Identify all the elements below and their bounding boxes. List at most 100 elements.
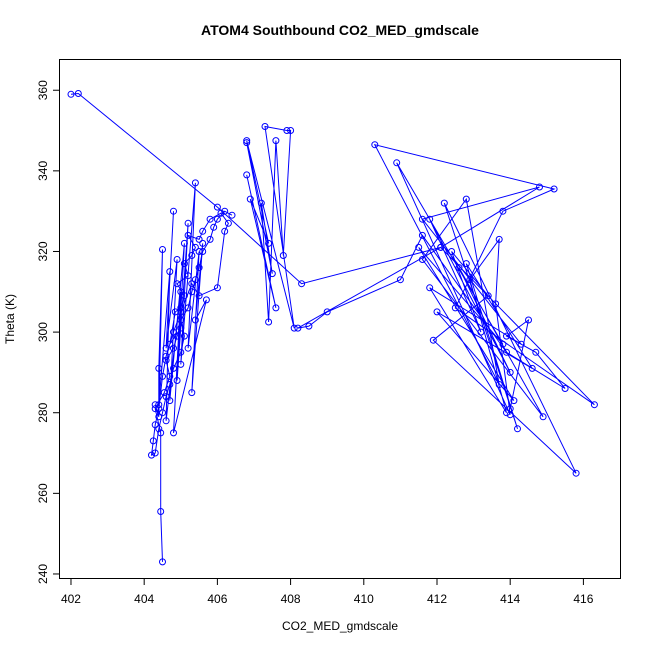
data-point (159, 246, 166, 253)
data-point (170, 429, 177, 437)
data-point (159, 558, 166, 566)
data-point (170, 364, 177, 372)
data-point (451, 304, 459, 312)
data-point (159, 372, 166, 380)
data-point (294, 324, 302, 332)
data-point (199, 248, 207, 255)
data-point (224, 219, 232, 227)
data-point (151, 405, 159, 413)
data-point (162, 352, 170, 360)
data-point (151, 449, 159, 457)
data-point (162, 356, 170, 364)
data-point (272, 304, 280, 312)
data-point (155, 405, 163, 413)
x-axis: 402 404 406 408 410 412 414 416 (61, 578, 594, 606)
data-point (305, 322, 313, 330)
data-point (170, 344, 177, 352)
data-point (268, 270, 276, 278)
data-point (188, 389, 196, 397)
data-point (539, 413, 547, 421)
y-tick-label: 320 (36, 241, 50, 261)
data-point (177, 360, 185, 368)
data-point (396, 276, 404, 284)
data-point (532, 348, 540, 356)
data-point (514, 425, 521, 433)
data-point (477, 328, 485, 336)
data-point (191, 179, 199, 187)
y-tick-label: 360 (36, 80, 50, 100)
y-tick-label: 260 (36, 483, 50, 503)
data-point (290, 324, 298, 332)
data-point (261, 123, 269, 130)
data-point (166, 268, 174, 276)
data-point (283, 127, 291, 134)
x-axis-label: CO2_MED_gmdscale (282, 619, 398, 633)
data-point (166, 340, 174, 348)
data-point (74, 90, 82, 97)
x-tick-label: 410 (354, 592, 374, 606)
x-tick-label: 404 (134, 592, 154, 606)
data-point (180, 332, 188, 340)
data-point (195, 248, 203, 255)
data-point (499, 340, 507, 348)
data-point (455, 264, 463, 272)
data-point (528, 364, 536, 372)
data-point (221, 207, 229, 215)
y-tick-label: 240 (36, 564, 50, 584)
series-line-1 (70, 92, 595, 474)
data-point (162, 393, 170, 401)
data-point (195, 292, 203, 300)
data-point (228, 211, 236, 219)
data-point (166, 381, 174, 388)
data-point (466, 276, 474, 284)
x-tick-label: 416 (573, 592, 593, 606)
data-point (279, 252, 287, 259)
data-point (437, 243, 445, 251)
data-point (188, 252, 196, 259)
data-point (184, 344, 192, 352)
data-point (499, 207, 507, 215)
data-point (550, 185, 558, 193)
x-tick-label: 406 (207, 592, 227, 606)
data-point (433, 308, 441, 316)
data-point (272, 137, 280, 145)
data-point (191, 276, 199, 284)
y-axis-label: Theta (K) (3, 294, 17, 344)
data-point (149, 437, 157, 445)
data-point (506, 368, 514, 376)
data-point (166, 372, 174, 380)
data-point (484, 292, 492, 300)
data-point (206, 215, 214, 223)
data-point (160, 389, 168, 397)
data-point (213, 215, 221, 223)
data-point (418, 215, 426, 223)
data-point (206, 235, 214, 243)
data-point (495, 381, 503, 388)
data-point (173, 332, 181, 340)
data-point (418, 256, 426, 263)
data-point (213, 284, 221, 292)
data-point (510, 397, 518, 405)
x-tick-label: 414 (500, 592, 520, 606)
data-point (287, 127, 295, 134)
data-point (157, 429, 165, 437)
data-point (151, 401, 159, 409)
x-tick-label: 408 (281, 592, 301, 606)
data-point (213, 203, 221, 211)
data-point (155, 364, 163, 372)
data-point (157, 508, 165, 515)
data-point (191, 243, 199, 251)
data-point (177, 308, 185, 316)
data-point (180, 239, 188, 247)
data-point (462, 260, 470, 268)
data-point (162, 417, 170, 425)
data-point (572, 469, 580, 477)
data-point (243, 137, 251, 145)
data-point (429, 336, 437, 344)
data-point (561, 385, 569, 392)
data-point (177, 304, 185, 312)
data-point (155, 401, 163, 409)
data-point (180, 292, 188, 300)
data-point (155, 425, 163, 433)
